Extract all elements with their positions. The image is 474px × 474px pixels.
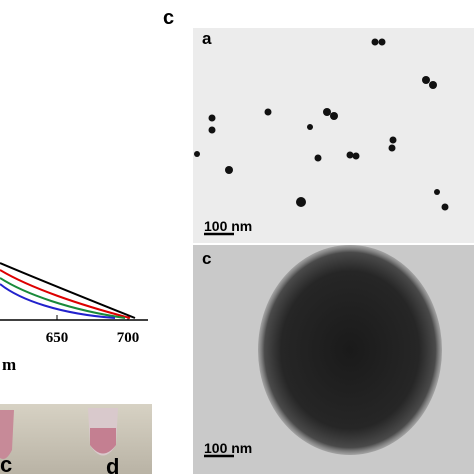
curve [0, 262, 136, 319]
panel-label: c [163, 7, 174, 29]
cluster [258, 245, 442, 455]
tube [0, 410, 14, 459]
curve [0, 277, 126, 319]
photo: c d [0, 404, 152, 474]
particles [194, 38, 449, 211]
curve [0, 269, 131, 319]
panel-label: c [202, 249, 211, 268]
tem-top: a 100 nm [193, 28, 474, 243]
left-plot: 650 700 m [0, 262, 148, 374]
photo-bg [0, 404, 152, 474]
photo-label: d [106, 454, 119, 474]
scale-bar-label: 100 nm [204, 440, 252, 456]
scale-bar-label: 100 nm [204, 218, 252, 234]
tube-liquid [90, 428, 116, 454]
curve [0, 283, 116, 319]
tem-bg [193, 28, 474, 243]
x-tick-label: 700 [117, 330, 140, 346]
photo-label: c [0, 452, 12, 474]
panel-label: a [202, 29, 212, 48]
x-axis-label: m [2, 355, 16, 374]
tem-bottom: c 100 nm [193, 245, 474, 474]
x-tick-label: 650 [46, 330, 69, 346]
